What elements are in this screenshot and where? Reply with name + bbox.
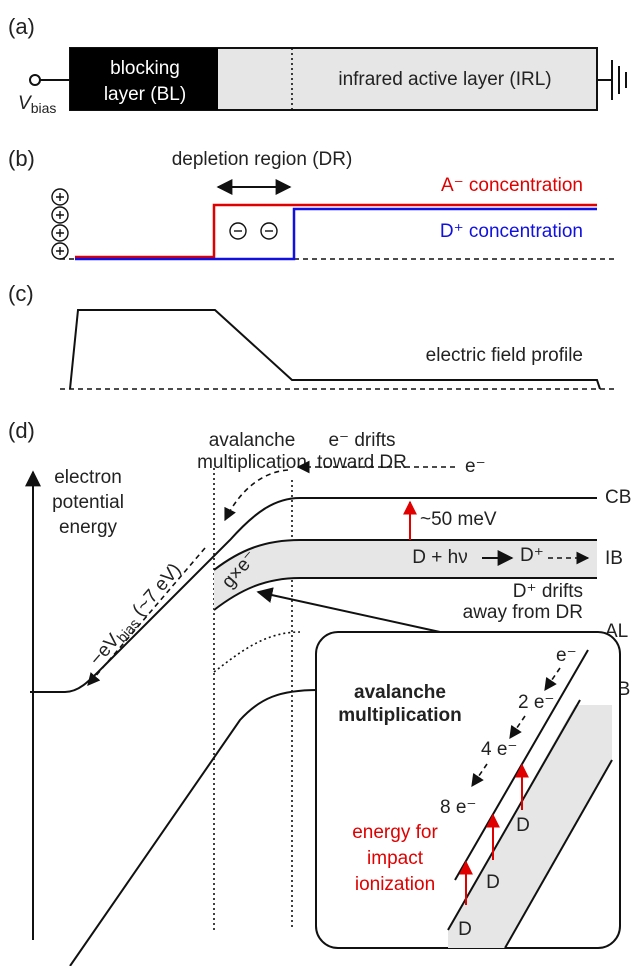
- inset-ib-top: [447, 699, 581, 931]
- donor-label: D: [486, 872, 500, 893]
- electron-count: 4 e⁻: [481, 739, 517, 760]
- donor-label: D: [516, 815, 530, 836]
- active-layer-label: infrared active layer (IRL): [338, 69, 551, 90]
- avalanche-label: multiplication: [197, 452, 307, 473]
- avalanche-label: avalanche: [209, 430, 296, 451]
- cascade-arrow: [509, 715, 526, 740]
- cascade-arrow: [544, 667, 561, 692]
- donor-label: D⁺ concentration: [440, 221, 583, 242]
- conduction-band: [30, 497, 597, 693]
- acceptor-profile: [75, 203, 597, 259]
- panel-label: (d): [8, 418, 35, 443]
- electron-count: 2 e⁻: [518, 692, 554, 713]
- inset-ib-bottom: [504, 759, 613, 949]
- axis-label: potential: [52, 492, 124, 513]
- plus: [56, 193, 64, 201]
- bias-label: Vbias: [18, 93, 56, 116]
- acceptor-label: A⁻ concentration: [441, 175, 583, 196]
- electron-count: 8 e⁻: [440, 797, 476, 818]
- field-profile: [69, 309, 601, 390]
- absorption-label: D + hν: [412, 547, 467, 568]
- axis-label: energy: [59, 517, 118, 538]
- electron-gain-arrow: [87, 547, 206, 686]
- panel-label: (c): [8, 281, 34, 306]
- blocking-label: blocking: [110, 58, 180, 79]
- negative-charge: [260, 222, 278, 240]
- band-label: CB: [605, 487, 631, 508]
- gap-label: ~50 meV: [420, 509, 497, 530]
- charges: [51, 188, 278, 260]
- depletion-label: depletion region (DR): [172, 149, 353, 170]
- positive-charge: [51, 242, 69, 260]
- positive-charge: [51, 188, 69, 206]
- cascade-arrow: [471, 763, 488, 788]
- ib-bottom: [213, 577, 597, 611]
- donor-label: D: [458, 919, 472, 940]
- drift-away-label: away from DR: [463, 602, 583, 623]
- bias-terminal: [29, 74, 41, 86]
- inset-band: [448, 705, 612, 948]
- inset-pointer: [256, 587, 441, 633]
- bias-symbol: V: [18, 93, 33, 114]
- inset-title: multiplication: [338, 705, 462, 726]
- electron-acceleration-arrow: [224, 469, 289, 522]
- axis-label: electron: [54, 467, 122, 488]
- ib-top: [213, 539, 597, 571]
- blocking-label: layer (BL): [104, 84, 186, 105]
- valence-band: [69, 689, 319, 966]
- bias-subscript: bias: [31, 100, 57, 116]
- ionized-donor-label: D⁺: [520, 545, 544, 566]
- electron-count: e⁻: [556, 645, 577, 666]
- drift-label: e⁻ drifts: [328, 430, 395, 451]
- energy-note: energy for: [352, 822, 438, 843]
- drift-label: toward DR: [317, 452, 407, 473]
- panel-label: (a): [8, 14, 35, 39]
- energy-note: ionization: [355, 874, 435, 895]
- plus: [56, 211, 64, 219]
- negative-charge: [229, 222, 247, 240]
- donor-profile: [75, 207, 597, 261]
- energy-note: impact: [367, 848, 424, 869]
- bias-drop-label: −eVbias (~7 eV): [86, 559, 187, 671]
- acceptor-level: [213, 631, 301, 673]
- blocking-layer: [70, 48, 218, 110]
- ground-symbol: [597, 60, 627, 100]
- inset-title: avalanche: [354, 682, 446, 703]
- positive-charge: [51, 206, 69, 224]
- electron-label: e⁻: [465, 456, 486, 477]
- field-label: electric field profile: [426, 345, 583, 366]
- band-label: IB: [605, 548, 623, 569]
- positive-charge: [51, 224, 69, 242]
- panel-label: (b): [8, 146, 35, 171]
- drift-away-label: D⁺ drifts: [513, 581, 583, 602]
- plus: [56, 229, 64, 237]
- plus: [56, 247, 64, 255]
